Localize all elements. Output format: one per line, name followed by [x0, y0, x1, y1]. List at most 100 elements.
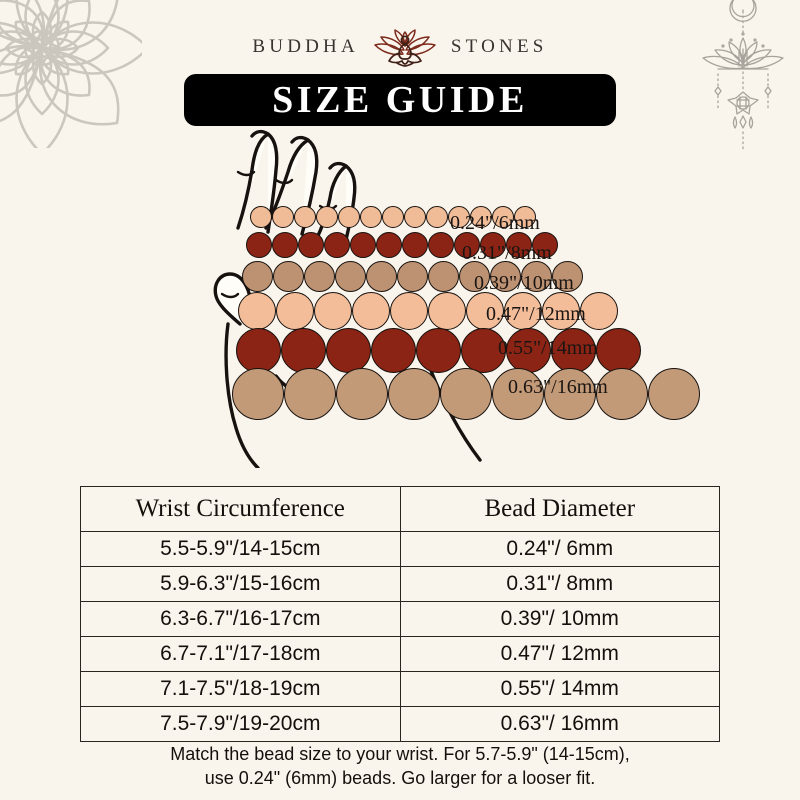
footer-line-1: Match the bead size to your wrist. For 5…	[170, 744, 630, 764]
table-row: 7.1-7.5"/18-19cm 0.55"/ 14mm	[80, 671, 720, 707]
bead	[397, 261, 428, 292]
bead	[376, 232, 402, 258]
bead	[490, 261, 521, 292]
bead	[492, 368, 544, 420]
bead-size-label: 0.31"/8mm	[462, 242, 552, 264]
bead	[335, 261, 366, 292]
bead	[284, 368, 336, 420]
cell-wrist-circumference: 5.5-5.9"/14-15cm	[80, 531, 401, 567]
bead	[532, 232, 558, 258]
bead	[480, 232, 506, 258]
bead	[316, 206, 338, 228]
bead	[360, 206, 382, 228]
bead	[454, 232, 480, 258]
bead	[514, 206, 536, 228]
bead	[426, 206, 448, 228]
bead-row	[238, 292, 618, 330]
page-title-banner: SIZE GUIDE	[184, 74, 616, 126]
bead	[542, 292, 580, 330]
bead	[580, 292, 618, 330]
bead	[440, 368, 492, 420]
bead	[470, 206, 492, 228]
cell-wrist-circumference: 6.3-6.7"/16-17cm	[80, 601, 401, 637]
table-row: 5.5-5.9"/14-15cm 0.24"/ 6mm	[80, 531, 720, 567]
bead	[272, 232, 298, 258]
bead	[596, 328, 641, 373]
cell-wrist-circumference: 7.1-7.5"/18-19cm	[80, 671, 401, 707]
bead	[521, 261, 552, 292]
bead	[416, 328, 461, 373]
bead-size-label: 0.47"/12mm	[486, 303, 586, 325]
bead	[298, 232, 324, 258]
cell-wrist-circumference: 7.5-7.9"/19-20cm	[80, 706, 401, 742]
bead-size-label: 0.24"/6mm	[450, 212, 540, 234]
cell-bead-diameter: 0.63"/ 16mm	[399, 706, 720, 742]
cell-wrist-circumference: 5.9-6.3"/15-16cm	[80, 566, 401, 602]
bead-size-label: 0.39"/10mm	[474, 272, 574, 294]
hand-bracelet-illustration: 0.24"/6mm 0.31"/8mm 0.39"/10mm 0.47"/12mm 0.…	[0, 128, 800, 478]
bead	[326, 328, 371, 373]
size-table: Wrist Circumference Bead Diameter 5.5-5.…	[80, 486, 720, 742]
bead	[232, 368, 284, 420]
table-row: 6.3-6.7"/16-17cm 0.39"/ 10mm	[80, 601, 720, 637]
bead	[272, 206, 294, 228]
bead	[388, 368, 440, 420]
bead	[404, 206, 426, 228]
bead	[281, 328, 326, 373]
bead	[324, 232, 350, 258]
bead-row	[242, 261, 583, 292]
table-header-row: Wrist Circumference Bead Diameter	[80, 486, 720, 532]
bead-row	[250, 206, 536, 228]
bead	[448, 206, 470, 228]
bead	[551, 328, 596, 373]
cell-bead-diameter: 0.31"/ 8mm	[399, 566, 720, 602]
footer-line-2: use 0.24" (6mm) beads. Go larger for a l…	[204, 768, 596, 788]
bead-row	[236, 328, 641, 373]
page-title: SIZE GUIDE	[272, 79, 528, 121]
bead	[242, 261, 273, 292]
bead	[428, 292, 466, 330]
bead	[506, 232, 532, 258]
bead	[402, 232, 428, 258]
bead	[461, 328, 506, 373]
bead-row	[232, 368, 700, 420]
bead	[492, 206, 514, 228]
bead	[246, 232, 272, 258]
bead	[648, 368, 700, 420]
bead	[371, 328, 416, 373]
bead	[350, 232, 376, 258]
bead	[366, 261, 397, 292]
bead	[338, 206, 360, 228]
table-row: 6.7-7.1"/17-18cm 0.47"/ 12mm	[80, 636, 720, 672]
column-header-bead: Bead Diameter	[399, 486, 720, 532]
bead	[250, 206, 272, 228]
bead	[238, 292, 276, 330]
bead	[544, 368, 596, 420]
brand-word-left: BUDDHA	[252, 36, 359, 57]
bead	[459, 261, 490, 292]
brand-word-right: STONES	[450, 36, 548, 57]
lotus-meditation-icon	[374, 29, 436, 67]
brand-header: BUDDHA STONES	[0, 24, 800, 70]
bead	[596, 368, 648, 420]
bead	[236, 328, 281, 373]
bead-rows	[0, 128, 800, 478]
cell-bead-diameter: 0.55"/ 14mm	[399, 671, 720, 707]
bead	[390, 292, 428, 330]
bead	[294, 206, 316, 228]
cell-bead-diameter: 0.47"/ 12mm	[399, 636, 720, 672]
bead	[273, 261, 304, 292]
bead-row	[246, 232, 558, 258]
bead	[428, 261, 459, 292]
bead	[552, 261, 583, 292]
bead-size-label: 0.63"/16mm	[508, 376, 608, 398]
table-row: 7.5-7.9"/19-20cm 0.63"/ 16mm	[80, 706, 720, 742]
cell-wrist-circumference: 6.7-7.1"/17-18cm	[80, 636, 401, 672]
footer-note: Match the bead size to your wrist. For 5…	[60, 742, 740, 790]
mandala-ornament-icon	[0, 0, 142, 148]
bead	[336, 368, 388, 420]
bead	[504, 292, 542, 330]
cell-bead-diameter: 0.24"/ 6mm	[399, 531, 720, 567]
bead	[382, 206, 404, 228]
